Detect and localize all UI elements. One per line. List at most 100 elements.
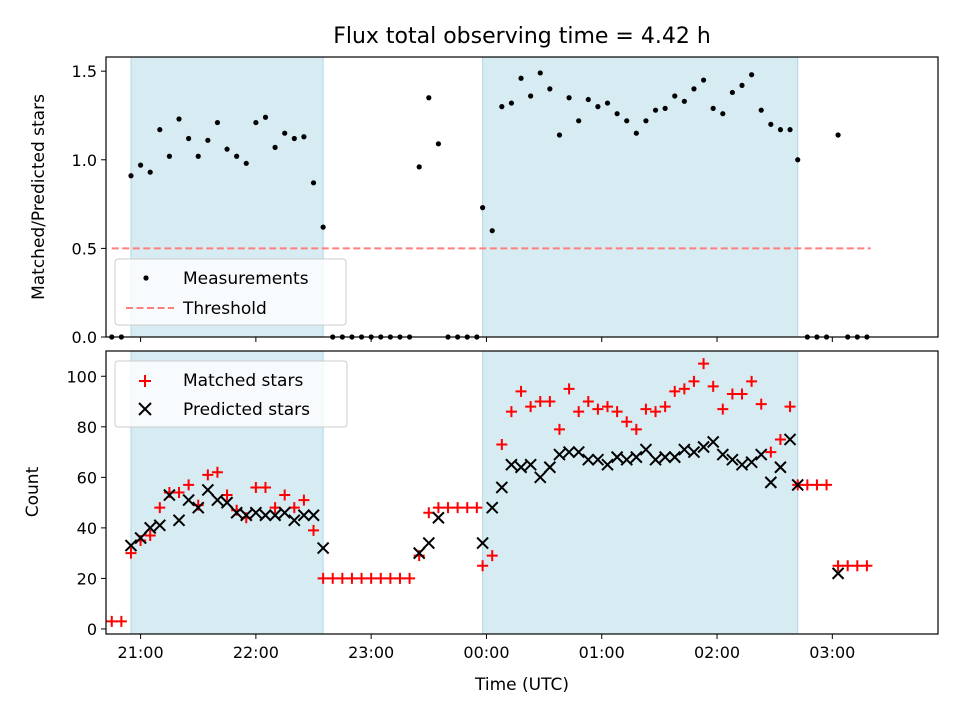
matched-star-point (211, 466, 223, 478)
measurement-point (528, 93, 534, 99)
predicted-star-point (543, 461, 557, 474)
matched-star-point (861, 560, 873, 572)
matched-star-point (688, 375, 700, 387)
predicted-star-point (831, 567, 845, 580)
top-plot-frame (105, 56, 939, 338)
matched-star-point (678, 383, 690, 395)
predicted-star-point (134, 531, 147, 545)
measurement-point (662, 105, 668, 111)
y-tick-label: 0.5 (72, 239, 97, 258)
matched-star-point (755, 398, 767, 410)
measurement-point (499, 104, 505, 110)
matched-star-point (461, 502, 473, 514)
matched-star-point (534, 396, 546, 408)
bottom-plot-frame (105, 350, 939, 635)
predicted-star-point (220, 496, 234, 509)
observing-span (482, 350, 799, 635)
measurement-point (243, 160, 249, 166)
measurement-point (720, 111, 726, 117)
y-tick-label: 1.5 (72, 62, 97, 81)
predicted-star-point (268, 509, 282, 522)
predicted-star-point (697, 440, 710, 454)
matched-star-point (553, 423, 565, 435)
matched-star-point (851, 560, 863, 572)
matched-star-point (404, 572, 416, 584)
matched-star-point (471, 502, 483, 514)
measurement-point (777, 127, 784, 133)
matched-star-point (669, 385, 681, 397)
measurement-point (537, 70, 543, 76)
matched-star-point (496, 438, 508, 450)
matched-star-point (611, 406, 623, 418)
matched-star-point (259, 481, 271, 493)
predicted-star-point (163, 488, 176, 502)
matched-star-point (308, 524, 320, 536)
measurement-point (624, 118, 630, 124)
measurement-point (310, 180, 317, 186)
predicted-star-point (259, 509, 272, 522)
predicted-star-point (201, 483, 215, 497)
matched-star-point (384, 572, 396, 584)
measurement-point (700, 77, 707, 83)
x-tick-label: 22:00 (233, 643, 279, 662)
measurement-point (320, 224, 326, 230)
matched-star-point (173, 487, 185, 498)
measurement-point (262, 114, 269, 120)
x-tick-label: 21:00 (118, 643, 164, 662)
predicted-star-point (562, 445, 576, 459)
matched-star-point (726, 388, 738, 400)
measurement-point (416, 164, 422, 170)
top-legend: Measurements Threshold (114, 258, 347, 326)
matched-star-point (505, 406, 517, 418)
matched-star-point (784, 401, 796, 413)
bottom-panel: 21:00 22:00 23:00 00:00 01:00 02:00 03:00 0 20 4… (23, 350, 939, 695)
x-tick-label: 01:00 (579, 643, 625, 662)
predicted-star-point (745, 455, 758, 469)
predicted-star-point (572, 445, 585, 459)
predicted-star-point (495, 481, 509, 494)
matched-star-point (765, 446, 777, 458)
matched-star-point (327, 572, 339, 584)
measurement-point (595, 104, 601, 110)
top-x-ticks (140, 337, 833, 342)
predicted-star-point (755, 448, 768, 461)
top-y-axis: 0.0 0.5 1.0 1.5 (72, 62, 106, 347)
matched-star-point (707, 380, 719, 392)
matched-star-point (486, 550, 498, 562)
measurement-point (128, 173, 134, 179)
matched-star-point (582, 396, 594, 408)
legend-measurement-marker (143, 275, 149, 281)
measurement-point (768, 121, 774, 127)
predicted-star-point (620, 453, 633, 466)
matched-star-point (525, 401, 537, 413)
y-tick-label: 60 (77, 468, 97, 487)
predicted-star-point (211, 493, 224, 507)
matched-star-point (432, 502, 444, 514)
measurement-point (547, 86, 553, 92)
matched-star-point (811, 479, 823, 491)
matched-star-point (746, 375, 758, 387)
predicted-star-point (774, 461, 787, 474)
matched-star-point (801, 479, 813, 491)
matched-star-point (106, 615, 118, 627)
measurement-point (576, 118, 582, 124)
y-tick-label: 80 (77, 418, 97, 437)
predicted-star-point (432, 511, 445, 524)
predicted-star-point (505, 458, 518, 471)
measurement-point (672, 93, 678, 99)
x-axis-label: Time (UTC) (474, 675, 569, 695)
predicted-star-point (649, 453, 662, 466)
measurement-point (291, 135, 297, 142)
matched-star-point (774, 433, 786, 445)
predicted-star-point (553, 448, 566, 461)
top-panel: 0.0 0.5 1.0 1.5 Matched/Predicted stars Mea… (29, 56, 939, 347)
measurement-point (710, 105, 716, 111)
matched-star-point (573, 406, 585, 418)
predicted-star-point (610, 450, 624, 464)
measurement-point (489, 228, 495, 234)
predicted-star-point (514, 461, 528, 474)
measurement-point (301, 134, 307, 140)
predicted-star-point (143, 521, 157, 535)
y-tick-label: 0 (87, 620, 97, 639)
matched-star-point (563, 383, 575, 395)
